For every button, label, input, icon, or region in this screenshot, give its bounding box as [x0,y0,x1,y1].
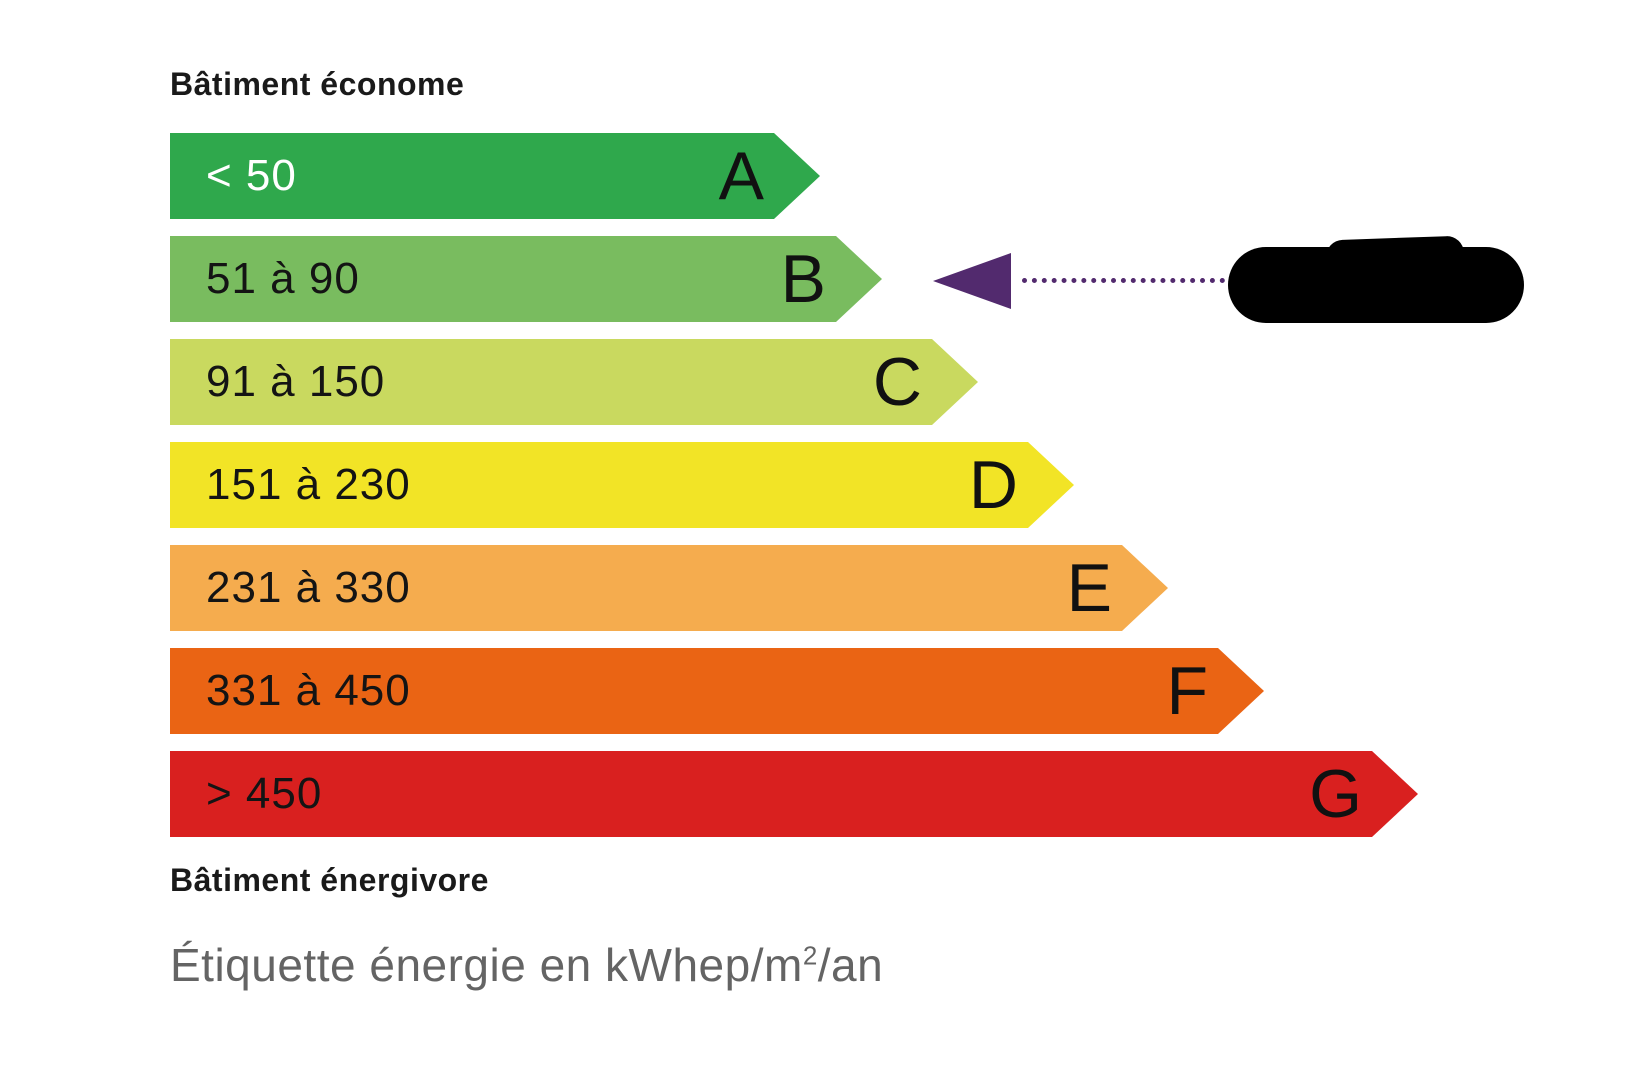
energy-class-letter-f: F [1166,653,1208,729]
energy-bar-g: > 450 G [170,751,1418,837]
energy-bar-row-f: 331 à 450 F [170,648,1264,734]
energy-class-letter-a: A [718,138,764,214]
economical-building-label: Bâtiment économe [170,66,465,102]
redacted-value-blob-bump [1325,235,1465,275]
energy-bar-f: 331 à 450 F [170,648,1264,734]
caption-unit-suffix: /an [817,939,884,991]
energy-class-letter-e: E [1066,550,1112,626]
energy-class-letter-c: C [872,344,922,420]
energy-bar-row-e: 231 à 330 E [170,545,1168,631]
dotted-connector-line [1022,278,1225,283]
energy-range-label-f: 331 à 450 [206,666,411,715]
energy-bar-c: 91 à 150 C [170,339,978,425]
energy-bar-b: 51 à 90 B [170,236,882,322]
energy-bar-a: < 50 A [170,133,820,219]
energy-bar-row-b: 51 à 90 B [170,236,882,322]
caption-superscript: 2 [802,940,818,971]
energy-bar-row-g: > 450 G [170,751,1418,837]
caption-text: Étiquette énergie en kWhep/m [170,939,803,991]
energy-range-label-c: 91 à 150 [206,357,386,406]
energy-range-label-e: 231 à 330 [206,563,411,612]
energy-class-letter-b: B [780,241,826,317]
energy-range-label-b: 51 à 90 [206,254,360,303]
energy-bar-d: 151 à 230 D [170,442,1074,528]
energy-bar-e: 231 à 330 E [170,545,1168,631]
energy-class-letter-g: G [1309,756,1362,832]
energy-range-label-a: < 50 [206,151,297,200]
energy-bar-row-a: < 50 A [170,133,820,219]
energy-bar-row-d: 151 à 230 D [170,442,1074,528]
left-arrow-icon [933,253,1011,309]
energy-range-label-g: > 450 [206,769,323,818]
energy-scale-caption: Étiquette énergie en kWhep/m2/an [170,938,883,992]
energy-intensive-building-label: Bâtiment énergivore [170,862,489,898]
energy-bar-row-c: 91 à 150 C [170,339,978,425]
energy-class-letter-d: D [968,447,1018,523]
energy-range-label-d: 151 à 230 [206,460,411,509]
